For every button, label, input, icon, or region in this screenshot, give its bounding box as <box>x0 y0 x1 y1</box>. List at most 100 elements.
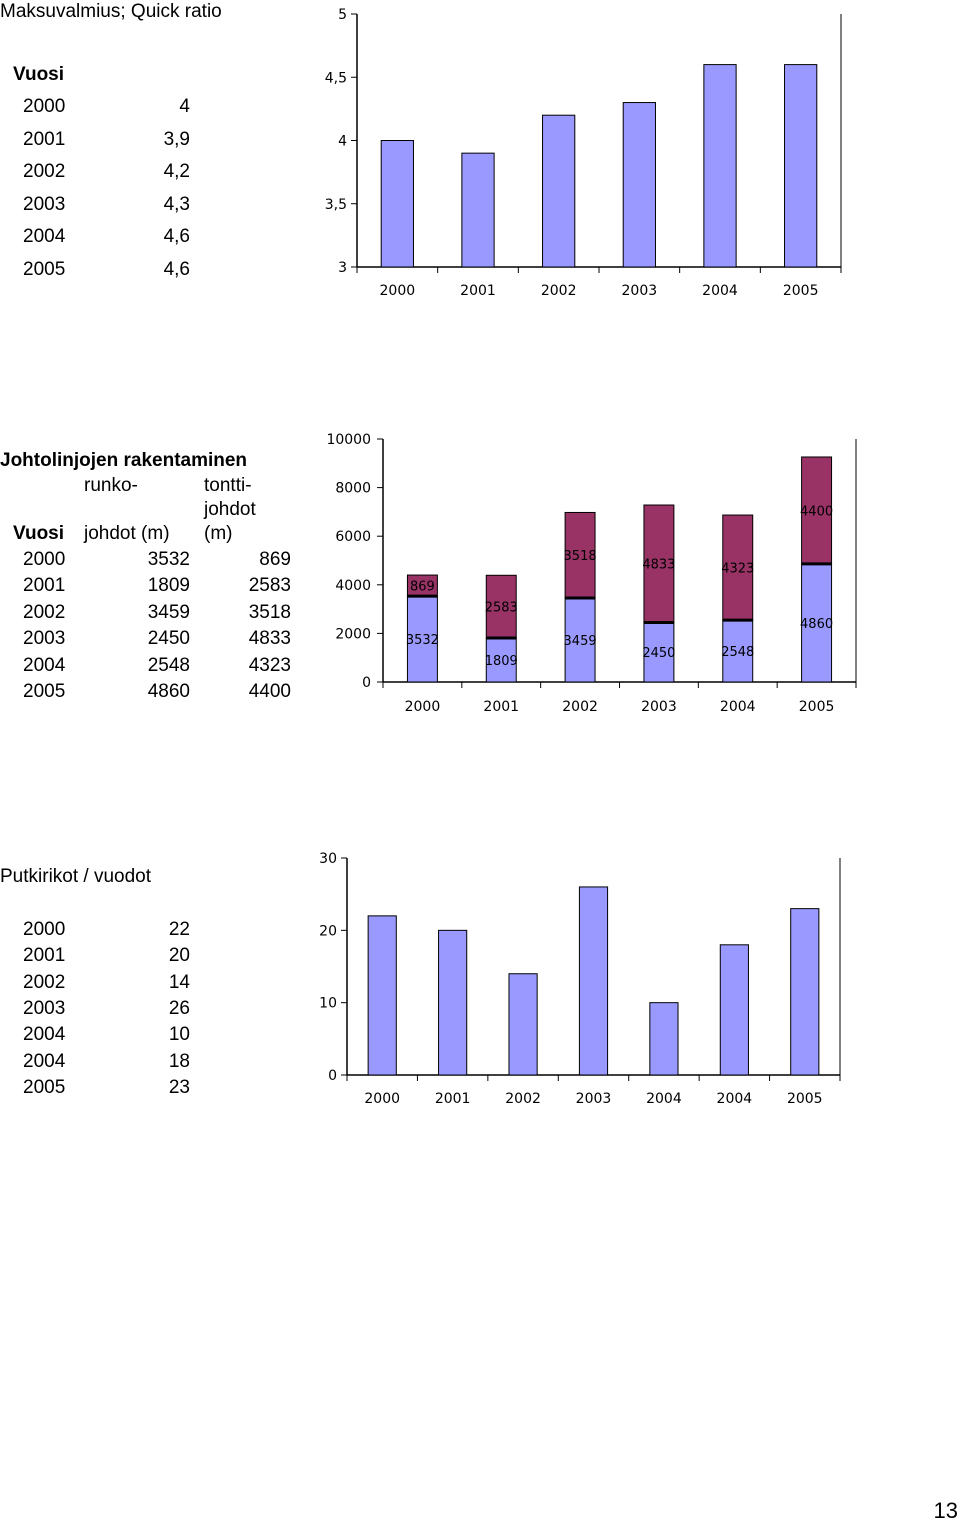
data-label-tonttijohdot: 3518 <box>564 549 597 564</box>
section3-year: 2002 <box>23 971 66 993</box>
y-tick-label: 6000 <box>335 529 371 545</box>
x-tick-label: 2001 <box>483 699 519 715</box>
x-tick-label: 2003 <box>622 283 658 299</box>
bar-tonttijohdot <box>643 504 675 623</box>
section2-runko-value: 2548 <box>147 654 190 676</box>
bar-runkojohdot <box>643 621 675 683</box>
y-tick-label: 3,5 <box>325 197 347 213</box>
section3-value: 18 <box>168 1050 190 1072</box>
section2-col2-header-line1: tontti- <box>204 475 252 496</box>
bar <box>380 140 414 268</box>
x-tick-label: 2001 <box>460 283 496 299</box>
x-tick-label: 2005 <box>783 283 819 299</box>
y-tick-label: 4 <box>338 134 347 150</box>
y-tick-label: 8000 <box>335 481 371 497</box>
data-label-runkojohdot: 3459 <box>564 634 597 649</box>
section1-value: 4 <box>179 96 190 117</box>
x-tick-label: 2000 <box>380 283 416 299</box>
bar <box>703 64 737 268</box>
section1-value: 4,6 <box>163 258 190 280</box>
bar <box>578 886 609 1076</box>
section2-runko-value: 2450 <box>147 628 190 650</box>
bar <box>461 152 495 268</box>
bar <box>790 908 820 1076</box>
x-tick-label: 2005 <box>787 1091 823 1107</box>
x-tick-label: 2004 <box>702 283 738 299</box>
section1-value: 4,3 <box>163 193 190 215</box>
section2-tontti-value: 4323 <box>248 654 291 676</box>
x-tick-label: 2003 <box>576 1091 612 1107</box>
y-tick-label: 10000 <box>326 432 371 448</box>
section1-year: 2002 <box>23 161 66 182</box>
section1-year: 2001 <box>23 128 66 150</box>
section2-title: Johtolinjojen rakentaminen <box>0 450 248 471</box>
y-tick-label: 20 <box>319 923 337 939</box>
bar <box>719 944 749 1076</box>
section2-year: 2005 <box>23 681 66 702</box>
x-tick-label: 2004 <box>646 1091 682 1107</box>
data-label-runkojohdot: 1809 <box>485 654 518 669</box>
section2-year: 2004 <box>23 654 66 676</box>
section2-year: 2003 <box>23 628 66 650</box>
x-tick-label: 2000 <box>405 699 441 715</box>
section2-col1-header-line2: johdot (m) <box>84 523 170 544</box>
data-label-runkojohdot: 2450 <box>642 646 675 661</box>
section1-year: 2000 <box>23 96 66 117</box>
data-label-tonttijohdot: 869 <box>410 580 435 595</box>
bar <box>622 102 656 268</box>
x-tick-label: 2003 <box>641 699 677 715</box>
section3-year: 2004 <box>23 1050 66 1072</box>
y-tick-label: 10 <box>319 996 337 1012</box>
section3-value: 26 <box>168 997 190 1019</box>
bar-tonttijohdot <box>564 511 596 599</box>
bar-runkojohdot <box>801 563 833 683</box>
section2-tontti-value: 869 <box>259 549 291 570</box>
bar-tonttijohdot <box>485 574 517 639</box>
data-label-runkojohdot: 4860 <box>800 617 833 632</box>
bar-runkojohdot <box>564 597 596 683</box>
section2-tontti-value: 4833 <box>248 628 291 650</box>
section1-year: 2003 <box>23 193 66 215</box>
bar-runkojohdot <box>722 619 754 683</box>
bar <box>542 114 576 268</box>
section2-runko-value: 3459 <box>147 601 190 623</box>
section3-year: 2000 <box>23 919 66 940</box>
section3-title: Putkirikot / vuodot <box>0 866 152 887</box>
page-number: 13 <box>933 1498 958 1523</box>
x-tick-label: 2001 <box>435 1091 471 1107</box>
section2-year: 2001 <box>23 575 66 597</box>
x-tick-label: 2002 <box>562 699 598 715</box>
section2-col2-header-line2: johdot <box>204 499 256 520</box>
data-label-runkojohdot: 2548 <box>721 645 754 660</box>
pipeline-construction-chart: 0 2000 4000 6000 8000 10000 3532 869 2000 1809 258… <box>326 432 857 715</box>
data-label-tonttijohdot: 4400 <box>800 504 833 519</box>
section2-col2-header-line3: (m) <box>204 523 233 544</box>
y-tick-label: 4,5 <box>325 70 347 86</box>
section1-value: 4,2 <box>163 161 190 182</box>
section3-value: 14 <box>168 971 190 993</box>
bar <box>649 1002 679 1076</box>
x-tick-label: 2004 <box>720 699 756 715</box>
section3-value: 23 <box>168 1076 190 1098</box>
bar-runkojohdot <box>485 637 517 683</box>
section3-value: 10 <box>168 1024 190 1046</box>
section2-runko-value: 1809 <box>147 575 190 597</box>
section2-year: 2002 <box>23 601 66 623</box>
bar <box>508 973 538 1076</box>
bar-tonttijohdot <box>722 514 754 621</box>
pipe-breaks-chart: 0 10 20 30 2000 2001 2002 2003 2004 2004 2005 <box>319 851 841 1107</box>
data-label-tonttijohdot: 4833 <box>642 558 675 573</box>
section2-runko-value: 4860 <box>147 681 190 702</box>
x-tick-label: 2005 <box>799 699 835 715</box>
section3-year: 2005 <box>23 1076 66 1098</box>
data-label-tonttijohdot: 2583 <box>485 601 518 616</box>
bar <box>438 929 468 1076</box>
y-tick-label: 4000 <box>335 578 371 594</box>
section2-tontti-value: 3518 <box>248 601 291 623</box>
section1-value: 4,6 <box>163 226 190 247</box>
section2-runko-value: 3532 <box>147 549 190 570</box>
section1-year: 2004 <box>23 226 66 247</box>
section2-col1-header-line1: runko- <box>84 475 138 496</box>
section3-year: 2004 <box>23 1024 66 1046</box>
y-tick-label: 3 <box>338 260 347 276</box>
